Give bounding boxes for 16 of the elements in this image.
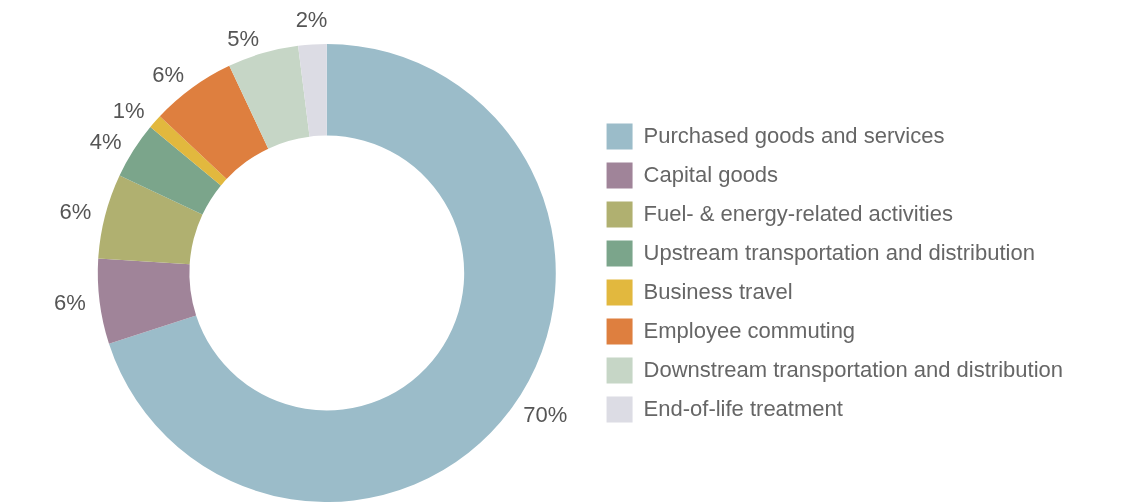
legend-label: Fuel- & energy-related activities	[643, 200, 953, 226]
legend-label: Capital goods	[643, 161, 779, 187]
legend-label: Downstream transportation and distribution	[643, 356, 1064, 382]
legend-label: Business travel	[643, 278, 793, 304]
legend-label: End-of-life treatment	[643, 395, 843, 421]
data-label: 6%	[53, 289, 86, 315]
data-label: 6%	[59, 198, 92, 224]
data-label: 4%	[89, 128, 122, 154]
data-label: 2%	[295, 6, 328, 32]
data-label: 1%	[112, 98, 145, 124]
legend-label: Employee commuting	[643, 317, 856, 343]
legend-label: Upstream transportation and distribution	[643, 239, 1035, 265]
data-label: 5%	[227, 25, 259, 51]
data-label: 6%	[152, 62, 184, 88]
legend-label: Purchased goods and services	[643, 122, 945, 148]
data-label: 70%	[523, 401, 568, 427]
